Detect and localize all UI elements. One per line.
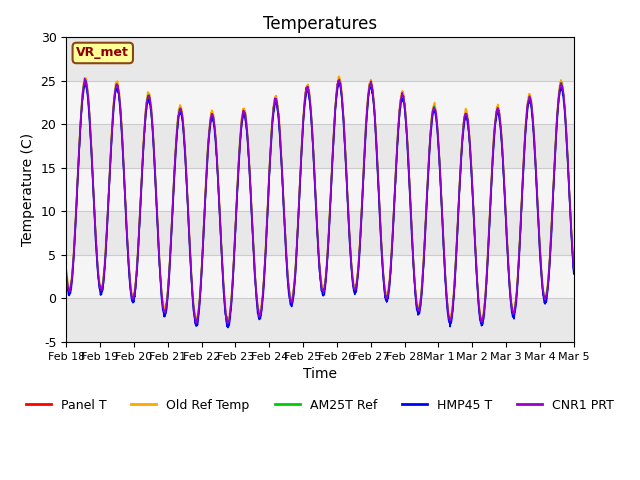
AM25T Ref bbox=[224, 322, 232, 327]
Old Ref Temp bbox=[225, 319, 232, 324]
X-axis label: Time: Time bbox=[303, 367, 337, 381]
HMP45 T bbox=[564, 163, 572, 168]
AM25T Ref bbox=[515, 267, 522, 273]
Old Ref Temp bbox=[141, 106, 149, 112]
CNR1 PRT bbox=[307, 108, 315, 114]
Panel T bbox=[307, 109, 315, 115]
HMP45 T bbox=[142, 110, 150, 116]
CNR1 PRT bbox=[564, 158, 572, 164]
Panel T bbox=[570, 266, 578, 272]
Line: AM25T Ref: AM25T Ref bbox=[66, 80, 574, 324]
AM25T Ref bbox=[298, 151, 305, 157]
CNR1 PRT bbox=[440, 245, 448, 251]
HMP45 T bbox=[440, 249, 448, 254]
Line: HMP45 T: HMP45 T bbox=[66, 83, 574, 327]
HMP45 T bbox=[570, 271, 578, 277]
Text: VR_met: VR_met bbox=[76, 47, 129, 60]
Panel T bbox=[81, 78, 89, 84]
Bar bbox=[66, 37, 574, 81]
HMP45 T bbox=[81, 80, 89, 85]
AM25T Ref bbox=[62, 269, 70, 275]
Title: Temperatures: Temperatures bbox=[263, 15, 377, 33]
Panel T bbox=[62, 270, 70, 276]
Bar bbox=[66, 211, 574, 255]
Panel T bbox=[142, 108, 150, 114]
Panel T bbox=[298, 154, 305, 159]
Bar bbox=[66, 299, 574, 342]
Line: Old Ref Temp: Old Ref Temp bbox=[66, 76, 574, 322]
Old Ref Temp bbox=[62, 265, 70, 271]
HMP45 T bbox=[515, 268, 522, 274]
AM25T Ref bbox=[82, 77, 90, 83]
Old Ref Temp bbox=[564, 157, 572, 163]
CNR1 PRT bbox=[515, 266, 522, 272]
HMP45 T bbox=[62, 272, 70, 278]
Legend: Panel T, Old Ref Temp, AM25T Ref, HMP45 T, CNR1 PRT: Panel T, Old Ref Temp, AM25T Ref, HMP45 … bbox=[21, 394, 619, 417]
Line: CNR1 PRT: CNR1 PRT bbox=[66, 79, 574, 323]
CNR1 PRT bbox=[62, 268, 70, 274]
Bar bbox=[66, 124, 574, 168]
HMP45 T bbox=[298, 154, 305, 159]
AM25T Ref bbox=[142, 108, 150, 113]
Line: Panel T: Panel T bbox=[66, 81, 574, 326]
CNR1 PRT bbox=[224, 320, 232, 326]
CNR1 PRT bbox=[298, 152, 305, 157]
AM25T Ref bbox=[307, 110, 315, 116]
Panel T bbox=[515, 267, 522, 273]
AM25T Ref bbox=[564, 160, 572, 166]
CNR1 PRT bbox=[81, 76, 88, 82]
CNR1 PRT bbox=[142, 106, 150, 112]
CNR1 PRT bbox=[570, 265, 578, 271]
Old Ref Temp bbox=[515, 263, 522, 268]
Old Ref Temp bbox=[297, 156, 305, 161]
Panel T bbox=[440, 247, 448, 252]
AM25T Ref bbox=[570, 266, 578, 272]
HMP45 T bbox=[224, 324, 232, 330]
AM25T Ref bbox=[440, 246, 448, 252]
Y-axis label: Temperature (C): Temperature (C) bbox=[21, 133, 35, 246]
Panel T bbox=[564, 161, 572, 167]
HMP45 T bbox=[307, 112, 315, 118]
Old Ref Temp bbox=[440, 243, 448, 249]
Old Ref Temp bbox=[307, 100, 314, 106]
Old Ref Temp bbox=[335, 73, 342, 79]
Panel T bbox=[224, 324, 232, 329]
Old Ref Temp bbox=[570, 263, 578, 269]
